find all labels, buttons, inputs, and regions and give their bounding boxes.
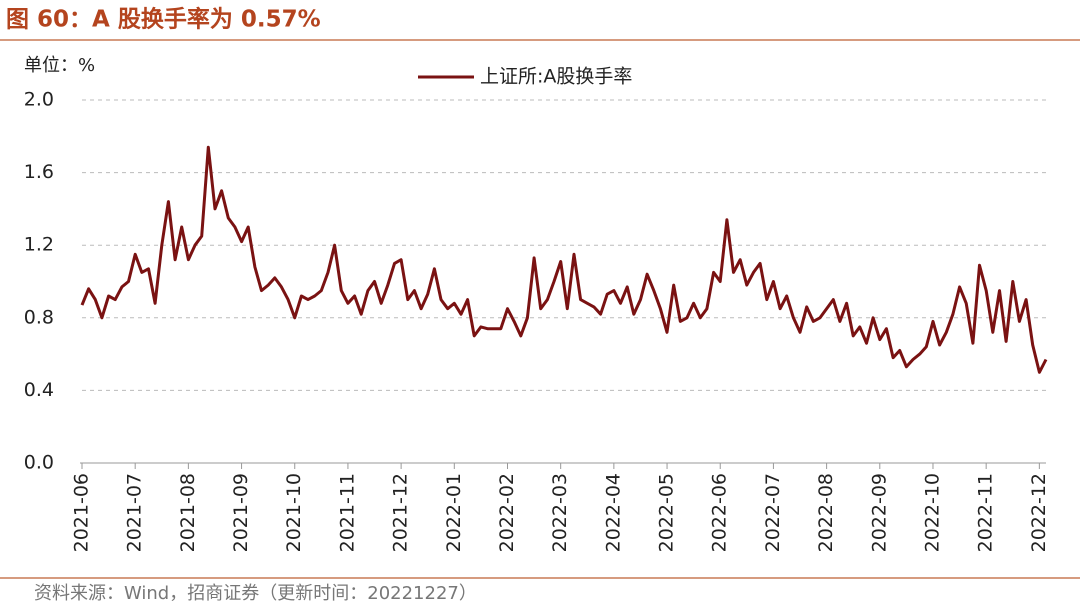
x-tick-label: 2022-06	[709, 473, 731, 552]
y-tick-label: 1.6	[24, 161, 54, 183]
y-tick-label: 0.8	[24, 306, 54, 328]
unit-label: 单位：%	[24, 55, 95, 76]
x-tick-label: 2022-09	[868, 473, 890, 552]
x-tick-label: 2022-07	[762, 473, 784, 552]
x-tick-label: 2021-09	[230, 473, 252, 552]
source: 资料来源：Wind，招商证券（更新时间：20221227）	[34, 583, 477, 604]
x-tick-label: 2022-11	[975, 473, 997, 552]
y-tick-label: 1.2	[24, 234, 54, 256]
x-tick-label: 2022-01	[443, 473, 465, 552]
x-tick-label: 2021-07	[124, 473, 146, 552]
x-tick-label: 2022-10	[921, 473, 943, 552]
x-tick-label: 2021-10	[283, 473, 305, 552]
y-tick-label: 2.0	[24, 89, 54, 111]
legend-label: 上证所:A股换手率	[480, 66, 632, 88]
x-tick-label: 2021-11	[336, 473, 358, 552]
x-tick-label: 2022-04	[602, 473, 624, 552]
line-series	[80, 145, 1048, 374]
x-tick-label: 2021-12	[390, 473, 412, 552]
chart-title: 图 60：A 股换手率为 0.57%	[6, 6, 321, 33]
x-tick-label: 2022-08	[815, 473, 837, 552]
y-tick-label: 0.4	[24, 379, 54, 401]
x-tick-label: 2022-12	[1028, 473, 1050, 552]
x-tick-label: 2022-05	[656, 473, 678, 552]
x-tick-label: 2021-06	[71, 473, 93, 552]
x-tick-label: 2022-03	[549, 473, 571, 552]
x-tick-label: 2021-08	[177, 473, 199, 552]
y-tick-label: 0.0	[24, 452, 54, 474]
x-tick-label: 2022-02	[496, 473, 518, 552]
